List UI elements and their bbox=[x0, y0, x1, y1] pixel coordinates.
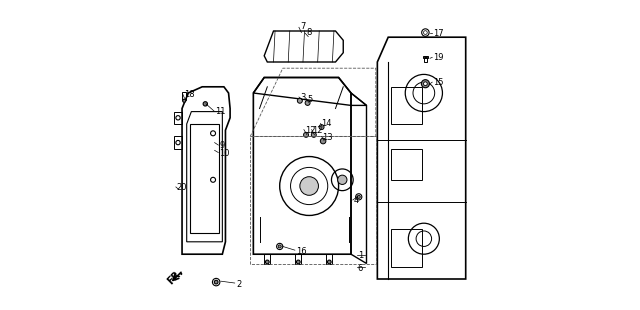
Circle shape bbox=[182, 99, 186, 102]
Bar bbox=[391, 229, 422, 267]
Circle shape bbox=[357, 195, 360, 198]
Text: 13: 13 bbox=[323, 132, 333, 142]
Text: 14: 14 bbox=[321, 119, 332, 129]
Circle shape bbox=[320, 138, 326, 144]
Bar bbox=[391, 149, 422, 180]
Text: 5: 5 bbox=[308, 95, 313, 104]
Bar bbox=[182, 92, 186, 100]
Bar bbox=[391, 87, 422, 124]
Bar bbox=[174, 136, 182, 149]
Text: 19: 19 bbox=[433, 53, 444, 63]
Text: 15: 15 bbox=[433, 78, 444, 87]
Bar bbox=[264, 254, 270, 264]
Bar bbox=[326, 254, 332, 264]
Bar bbox=[424, 57, 427, 62]
Text: FR.: FR. bbox=[165, 267, 185, 286]
Circle shape bbox=[338, 175, 347, 184]
Text: 4: 4 bbox=[354, 196, 359, 206]
Circle shape bbox=[266, 260, 269, 264]
Circle shape bbox=[203, 102, 207, 106]
Text: 10: 10 bbox=[220, 149, 230, 158]
Bar bbox=[174, 112, 182, 124]
Text: 6: 6 bbox=[358, 264, 363, 273]
Circle shape bbox=[278, 245, 281, 248]
Bar bbox=[295, 254, 301, 264]
Circle shape bbox=[311, 132, 316, 137]
Text: 17: 17 bbox=[433, 29, 444, 38]
Text: 7: 7 bbox=[300, 22, 305, 31]
Circle shape bbox=[421, 80, 429, 88]
Text: 8: 8 bbox=[307, 28, 312, 37]
Circle shape bbox=[298, 98, 302, 103]
Text: 2: 2 bbox=[236, 280, 241, 289]
Circle shape bbox=[424, 82, 428, 86]
Circle shape bbox=[305, 100, 310, 105]
Text: 18: 18 bbox=[184, 90, 194, 99]
Text: 3: 3 bbox=[300, 93, 305, 102]
Bar bbox=[190, 124, 220, 232]
Text: 20: 20 bbox=[177, 183, 188, 192]
Text: 12: 12 bbox=[305, 126, 316, 135]
Text: 11: 11 bbox=[215, 107, 226, 116]
Text: 12: 12 bbox=[312, 126, 323, 135]
Circle shape bbox=[300, 177, 319, 195]
Bar bbox=[423, 56, 428, 58]
Text: 1: 1 bbox=[358, 251, 363, 260]
Circle shape bbox=[214, 280, 218, 284]
Text: 16: 16 bbox=[296, 246, 307, 256]
Circle shape bbox=[303, 132, 308, 137]
Text: 9: 9 bbox=[220, 141, 225, 150]
Circle shape bbox=[319, 125, 324, 130]
Circle shape bbox=[328, 260, 331, 264]
Circle shape bbox=[296, 260, 300, 264]
